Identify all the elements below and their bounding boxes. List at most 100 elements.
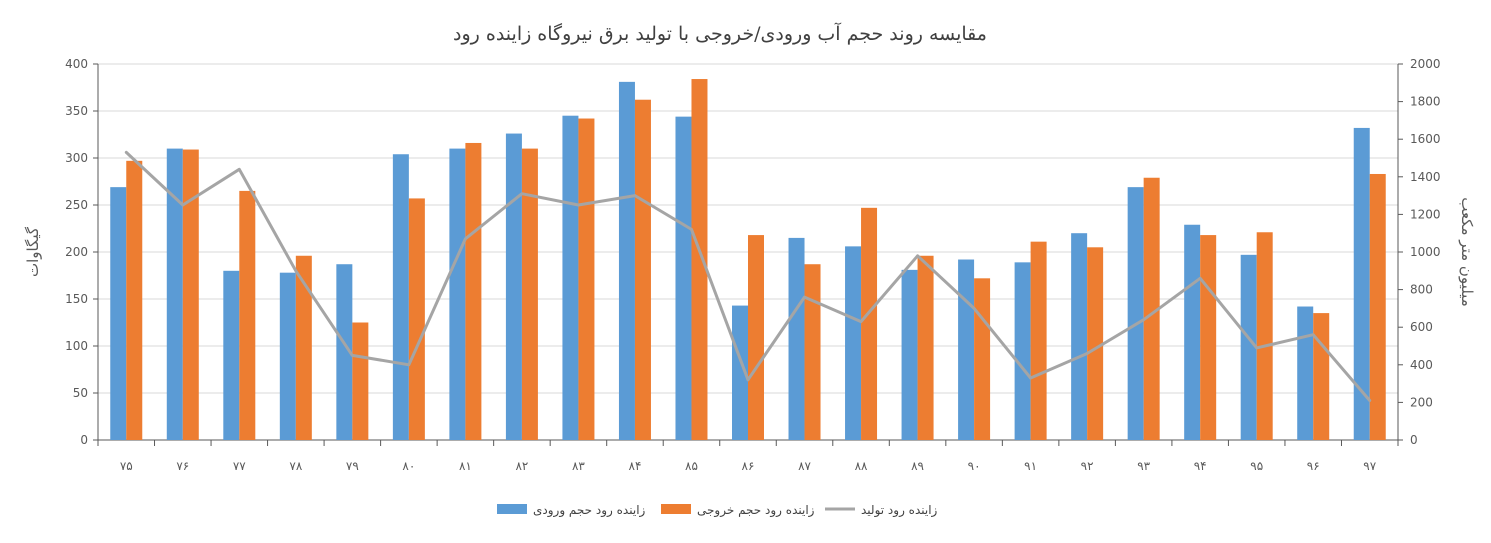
x-tick-label: ۹۶ <box>1307 459 1320 473</box>
bar-outflow <box>408 198 425 440</box>
bar-outflow <box>578 118 595 441</box>
bar-inflow <box>1297 306 1314 440</box>
y-right-tick-label: 200 <box>1410 395 1433 409</box>
bar-inflow <box>618 81 635 441</box>
legend-label: زاینده رود حجم ورودی <box>533 503 646 518</box>
x-tick-label: ۸۸ <box>855 459 868 473</box>
bar-inflow <box>1014 262 1031 440</box>
line-point <box>1255 346 1258 350</box>
line-point <box>407 363 411 366</box>
bar-inflow <box>392 154 409 441</box>
y-right-tick-label: 1400 <box>1410 170 1441 184</box>
bar-outflow <box>1200 235 1217 440</box>
bar-outflow <box>126 160 143 440</box>
bar-inflow <box>279 272 296 440</box>
category-labels: ۷۵ ۷۶ ۷۷ ۷۸ ۷۹ ۸۰ ۸۱ ۸۲ ۸۳ ۸۴ ۸۵ ۸۶ ۸۷ ۸۸ ۸۹ ۹۰ ۹۱ ۹۲ ۹۳ ۹۴… <box>97 440 1399 473</box>
y-left-tick-label: 0 <box>80 433 88 447</box>
x-tick-label: ۸۵ <box>685 459 698 473</box>
bar-outflow <box>804 264 821 440</box>
x-tick-label: ۷۶ <box>176 459 189 473</box>
bar-inflow <box>675 116 692 440</box>
bar-outflow <box>1087 247 1104 440</box>
bar-inflow <box>845 246 862 440</box>
line-point <box>633 194 637 197</box>
line-point <box>972 307 976 310</box>
bar-inflow <box>1240 254 1257 440</box>
line-point <box>464 237 467 241</box>
bar-outflow <box>634 99 651 440</box>
x-tick-label: ۸۲ <box>515 459 528 473</box>
y-left-tick-label: 250 <box>65 198 88 212</box>
bar-outflow <box>1256 232 1273 440</box>
x-tick-label: ۹۷ <box>1363 459 1376 473</box>
bar-inflow <box>110 187 127 440</box>
y-left-tick-label: 150 <box>65 292 88 306</box>
x-tick-label: ۸۴ <box>629 459 642 473</box>
bar-outflow <box>352 322 369 440</box>
x-tick-label: ۹۴ <box>1194 459 1207 473</box>
bar-inflow <box>1127 187 1144 440</box>
bar-outflow <box>465 142 482 440</box>
bar-inflow <box>958 259 975 440</box>
x-tick-label: ۹۰ <box>968 459 981 473</box>
x-tick-label: ۸۱ <box>459 459 472 473</box>
bar-outflow <box>691 79 708 440</box>
bar-inflow <box>732 305 748 440</box>
y-axis-right-title: میلیون متر مکعب <box>1458 197 1476 306</box>
legend-label: زاینده رود تولید <box>861 503 938 518</box>
bar-inflow <box>223 270 240 440</box>
x-tick-label: ۹۱ <box>1024 459 1037 473</box>
line-point <box>1085 352 1089 355</box>
y-right-tick-label: 0 <box>1410 433 1418 447</box>
y-left-tick-label: 200 <box>65 245 88 259</box>
bar-outflow <box>1369 173 1386 441</box>
chart-title: مقایسه روند حجم آب ورودی/خروجی با تولید … <box>453 22 987 45</box>
y-left-tick-label: 300 <box>65 151 88 165</box>
x-tick-label: ۹۵ <box>1250 459 1263 473</box>
line-point <box>859 320 863 323</box>
y-right-tick-label: 1600 <box>1410 132 1441 146</box>
x-tick-label: ۸۹ <box>911 459 924 473</box>
line-point <box>1368 399 1371 402</box>
line-point <box>803 295 806 299</box>
line-point <box>690 228 693 231</box>
legend: زاینده رود حجم ورودی زاینده رود حجم خروجی… <box>497 503 938 518</box>
x-tick-label: ۷۹ <box>346 459 359 473</box>
line-point <box>181 203 184 207</box>
legend-swatch <box>661 504 691 514</box>
y-right-tick-label: 1200 <box>1410 207 1441 221</box>
bar-inflow <box>1184 224 1201 440</box>
bar-inflow <box>1353 127 1370 441</box>
bar-inflow <box>449 148 466 440</box>
x-tick-label: ۸۷ <box>798 459 811 473</box>
bar-inflow <box>166 148 183 440</box>
bar-outflow <box>748 235 764 440</box>
bar-outflow <box>974 278 991 440</box>
x-tick-label: ۹۳ <box>1137 459 1150 473</box>
bar-outflow <box>1313 313 1330 440</box>
bar-inflow <box>505 133 522 440</box>
bar-outflow <box>1030 241 1047 440</box>
line-point <box>238 168 241 171</box>
y-axis-left-title: گیگاوات <box>24 226 42 277</box>
bars-group <box>110 79 1386 441</box>
y-right-tick-label: 2000 <box>1410 57 1441 71</box>
line-point <box>520 192 524 195</box>
x-tick-label: ۸۰ <box>402 459 415 473</box>
y-left-tick-label: 350 <box>65 104 88 118</box>
legend-swatch <box>497 504 527 514</box>
line-point <box>577 203 580 207</box>
bar-inflow <box>788 237 805 440</box>
line-point <box>916 254 919 257</box>
bar-inflow <box>1071 233 1088 440</box>
line-point <box>1142 318 1145 321</box>
bar-outflow <box>295 255 312 440</box>
y-left-tick-label: 50 <box>73 386 88 400</box>
bar-outflow <box>239 190 256 440</box>
y-right-tick-label: 1800 <box>1410 95 1441 109</box>
line-series-group <box>124 150 1372 402</box>
x-tick-label: ۸۳ <box>572 459 585 473</box>
x-tick-label: ۷۵ <box>120 459 133 473</box>
